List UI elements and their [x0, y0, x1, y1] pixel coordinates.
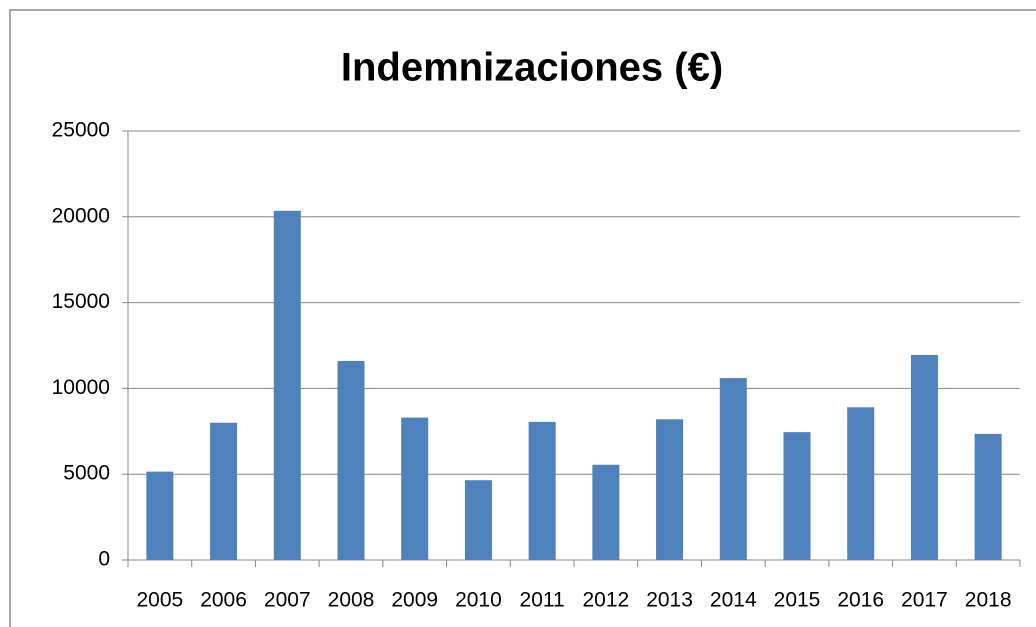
- y-tick-label: 25000: [52, 119, 110, 142]
- x-tick-label: 2005: [136, 589, 183, 612]
- x-tick-label: 2016: [837, 589, 884, 612]
- x-tick-label: 2017: [901, 589, 948, 612]
- x-tick-label: 2012: [582, 589, 629, 612]
- x-tick-label: 2013: [646, 589, 693, 612]
- x-tick-label: 2015: [774, 589, 821, 612]
- bar: [783, 432, 811, 560]
- y-tick-label: 20000: [52, 204, 110, 227]
- x-tick-label: 2018: [965, 589, 1012, 612]
- bar: [401, 417, 429, 560]
- bar: [528, 421, 556, 560]
- x-tick-label: 2011: [520, 589, 565, 612]
- bar: [847, 407, 875, 560]
- y-tick-label: 5000: [63, 462, 110, 485]
- x-tick-label: 2006: [200, 589, 247, 612]
- bar: [719, 378, 747, 560]
- bar: [656, 419, 684, 560]
- x-tick-label: 2014: [710, 589, 757, 612]
- bar: [146, 471, 174, 560]
- bar: [464, 480, 492, 560]
- bar: [210, 422, 238, 560]
- x-tick-label: 2007: [264, 589, 311, 612]
- bar: [910, 354, 938, 560]
- y-tick-label: 10000: [52, 376, 110, 399]
- bar: [592, 464, 620, 560]
- chart-title: Indemnizaciones (€): [341, 46, 723, 90]
- bar: [974, 433, 1002, 560]
- bar: [273, 210, 301, 560]
- y-tick-label: 15000: [52, 290, 110, 313]
- y-tick-label: 0: [98, 548, 110, 571]
- x-tick-label: 2009: [391, 589, 438, 612]
- x-tick-label: 2008: [328, 589, 375, 612]
- x-tick-label: 2010: [455, 589, 502, 612]
- bar: [337, 360, 365, 560]
